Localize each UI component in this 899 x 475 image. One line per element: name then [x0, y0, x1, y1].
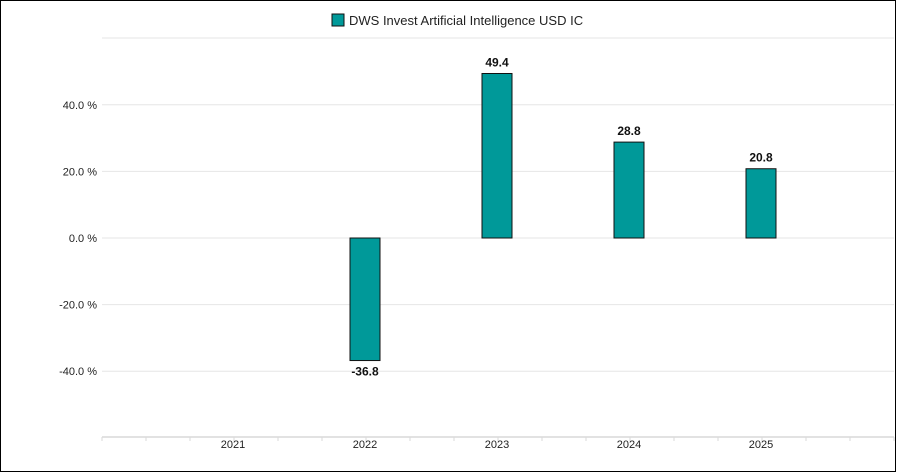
y-tick-label: -40.0 %: [59, 366, 97, 378]
y-tick-label: -20.0 %: [59, 300, 97, 312]
x-tick-label: 2023: [485, 439, 509, 451]
bar-2024: [613, 141, 645, 239]
data-labels: -36.8 49.4 28.8 20.8: [351, 55, 773, 378]
y-tick-label: 40.0 %: [63, 100, 97, 112]
data-label-2025: 20.8: [749, 151, 773, 165]
y-axis: -40.0 % -20.0 % 0.0 % 20.0 % 40.0 %: [59, 100, 97, 378]
x-tick-label: 2021: [221, 439, 245, 451]
x-tick-label: 2025: [749, 439, 773, 451]
y-tick-label: 20.0 %: [63, 166, 97, 178]
bar-2022: [349, 237, 381, 362]
data-label-2023: 49.4: [485, 55, 509, 69]
data-label-2022: -36.8: [351, 365, 379, 379]
x-axis: 2021 2022 2023 2024 2025: [101, 436, 895, 451]
bars: [349, 72, 777, 362]
data-label-2024: 28.8: [617, 124, 641, 138]
x-tick-label: 2024: [617, 439, 641, 451]
x-tick-label: 2022: [353, 439, 377, 451]
legend-label: DWS Invest Artificial Intelligence USD I…: [349, 13, 583, 28]
legend-swatch: [331, 13, 345, 27]
legend: DWS Invest Artificial Intelligence USD I…: [331, 13, 583, 28]
bar-2023: [481, 72, 513, 239]
bar-2025: [745, 168, 777, 239]
y-tick-label: 0.0 %: [69, 233, 97, 245]
